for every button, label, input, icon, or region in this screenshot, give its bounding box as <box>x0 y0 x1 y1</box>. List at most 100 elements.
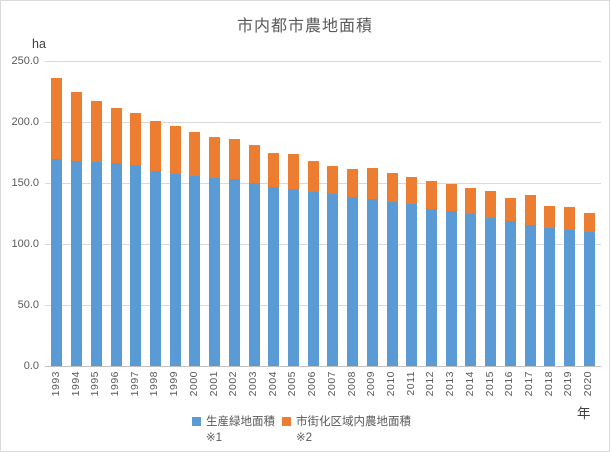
bar-segment-seisan-2011[interactable] <box>406 203 418 366</box>
bar-segment-seisan-2010[interactable] <box>386 201 398 366</box>
x-tick-label: 1998 <box>148 371 161 397</box>
bar-segment-shigaika-1994[interactable] <box>71 92 83 162</box>
gridline <box>45 121 601 123</box>
bar-segment-shigaika-2002[interactable] <box>228 139 240 180</box>
x-tick-label: 1995 <box>89 371 102 397</box>
bar-segment-seisan-2008[interactable] <box>347 197 359 366</box>
bar-segment-shigaika-2003[interactable] <box>248 145 260 183</box>
bar-segment-shigaika-2019[interactable] <box>563 207 575 230</box>
bar-segment-seisan-1999[interactable] <box>169 173 181 366</box>
x-tick-label: 2000 <box>187 371 200 397</box>
bar-segment-shigaika-2014[interactable] <box>465 187 477 215</box>
legend-item-seisan-ryokuchi[interactable]: 生産緑地面積 <box>192 413 275 429</box>
bar-segment-shigaika-2007[interactable] <box>327 165 339 194</box>
bar-segment-shigaika-2017[interactable] <box>524 195 536 226</box>
bar-segment-shigaika-1993[interactable] <box>51 78 63 159</box>
bar-segment-shigaika-1996[interactable] <box>110 107 122 164</box>
bar-segment-seisan-2015[interactable] <box>485 217 497 366</box>
bar-segment-shigaika-2008[interactable] <box>347 168 359 198</box>
legend-item-shigaika-kuiki[interactable]: 市街化区域内農地面積 <box>282 413 411 429</box>
bar-segment-seisan-2020[interactable] <box>583 231 595 366</box>
legend-swatch-blue <box>192 416 201 426</box>
y-tick-label: 200.0 <box>11 115 39 128</box>
bar-segment-shigaika-2020[interactable] <box>583 212 595 232</box>
bar-segment-shigaika-2011[interactable] <box>406 176 418 204</box>
bar-segment-shigaika-1997[interactable] <box>130 113 142 165</box>
bar-segment-shigaika-1999[interactable] <box>169 126 181 174</box>
x-tick-label: 2002 <box>227 371 240 397</box>
x-tick-label: 1994 <box>69 371 82 397</box>
chart-title: 市内都市農地面積 <box>236 18 373 35</box>
bar-segment-shigaika-2004[interactable] <box>268 153 280 188</box>
bar-segment-seisan-1997[interactable] <box>130 164 142 366</box>
y-tick-label: 150.0 <box>11 176 39 189</box>
bar-segment-seisan-2013[interactable] <box>445 211 457 366</box>
x-tick-label: 2014 <box>463 371 476 397</box>
x-tick-label: 2008 <box>345 371 358 397</box>
bar-segment-shigaika-2010[interactable] <box>386 173 398 202</box>
x-tick-label: 2015 <box>483 371 496 397</box>
bar-segment-shigaika-2013[interactable] <box>445 184 457 212</box>
bar-segment-shigaika-2009[interactable] <box>366 168 378 199</box>
bar-segment-seisan-1996[interactable] <box>110 163 122 366</box>
bar-segment-shigaika-2006[interactable] <box>307 161 319 192</box>
bar-segment-seisan-2014[interactable] <box>465 214 477 366</box>
gridline <box>45 60 601 62</box>
bar-segment-seisan-2019[interactable] <box>563 229 575 366</box>
bar-segment-seisan-2002[interactable] <box>228 179 240 366</box>
bar-segment-shigaika-1998[interactable] <box>149 120 161 171</box>
legend-note-2: ※2 <box>296 432 313 444</box>
gridline <box>45 182 601 184</box>
y-axis-unit-label: ha <box>32 37 46 51</box>
gridline <box>45 243 601 245</box>
bar-segment-seisan-1993[interactable] <box>51 158 63 366</box>
bar-segment-seisan-2009[interactable] <box>366 198 378 366</box>
x-tick-label: 2007 <box>325 371 338 397</box>
bar-segment-shigaika-2005[interactable] <box>287 154 299 190</box>
bar-segment-seisan-2017[interactable] <box>524 225 536 366</box>
y-tick-label: 250.0 <box>11 54 39 67</box>
x-tick-label: 2001 <box>207 371 220 397</box>
x-tick-label: 1993 <box>49 371 62 397</box>
x-tick-label: 2010 <box>385 371 397 397</box>
bar-segment-seisan-2006[interactable] <box>307 191 319 366</box>
x-tick-label: 2016 <box>503 371 516 397</box>
bar-segment-seisan-1998[interactable] <box>149 170 161 366</box>
bar-segment-seisan-2004[interactable] <box>268 187 280 366</box>
bar-segment-shigaika-2012[interactable] <box>425 181 437 209</box>
x-tick-label: 2011 <box>404 371 417 396</box>
bar-segment-shigaika-2000[interactable] <box>189 131 201 176</box>
x-axis-line <box>45 365 601 367</box>
x-tick-label: 2003 <box>247 371 259 397</box>
x-tick-label: 1997 <box>128 371 141 397</box>
bar-segment-seisan-2012[interactable] <box>425 208 437 366</box>
bar-segment-seisan-2007[interactable] <box>327 193 339 366</box>
bar-segment-seisan-1994[interactable] <box>71 161 83 366</box>
bar-segment-shigaika-1995[interactable] <box>90 100 102 163</box>
x-tick-label: 2018 <box>542 371 555 397</box>
x-tick-label: 2004 <box>266 371 279 397</box>
bar-segment-seisan-2016[interactable] <box>504 221 516 366</box>
x-tick-label: 1999 <box>168 371 181 397</box>
bar-segment-shigaika-2018[interactable] <box>544 206 556 229</box>
bar-segment-shigaika-2016[interactable] <box>504 197 516 222</box>
legend-label: 生産緑地面積 <box>206 416 275 428</box>
legend-label: 市街化区域内農地面積 <box>296 416 411 428</box>
legend-note-1: ※1 <box>206 432 223 444</box>
bar-segment-shigaika-2001[interactable] <box>209 136 221 179</box>
bar-segment-seisan-2018[interactable] <box>544 228 556 366</box>
bar-segment-seisan-1995[interactable] <box>90 162 102 366</box>
x-tick-label: 2012 <box>424 371 437 397</box>
bar-segment-seisan-2003[interactable] <box>248 183 260 366</box>
bar-segment-seisan-2005[interactable] <box>287 189 299 366</box>
x-axis-unit-label: 年 <box>577 406 591 421</box>
x-tick-label: 2017 <box>523 371 535 397</box>
bar-segment-shigaika-2015[interactable] <box>485 190 497 218</box>
x-tick-label: 2013 <box>444 371 457 397</box>
y-tick-label: 50.0 <box>17 298 39 311</box>
legend-swatch-orange <box>282 416 291 426</box>
bar-segment-seisan-2001[interactable] <box>209 178 221 366</box>
bar-segment-seisan-2000[interactable] <box>189 175 201 366</box>
